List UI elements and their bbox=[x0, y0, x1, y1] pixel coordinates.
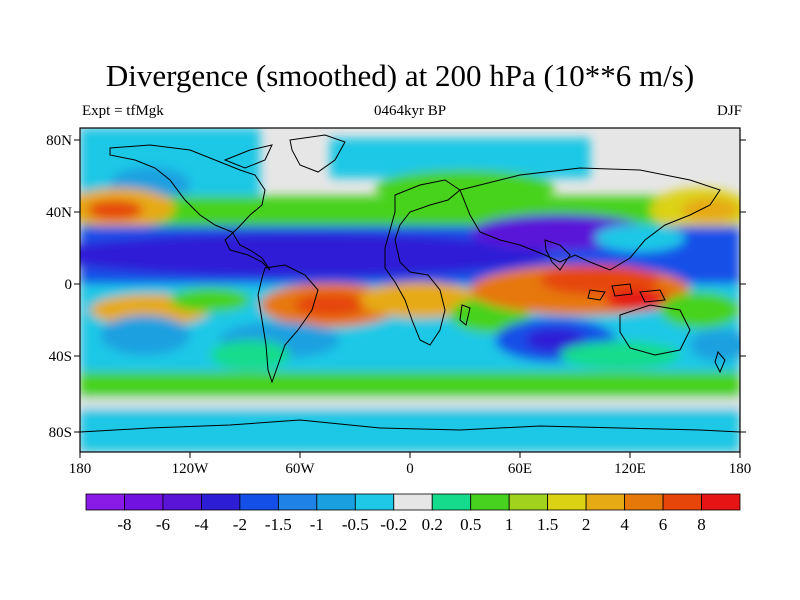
divergence-field bbox=[80, 128, 740, 452]
colorbar-label: 0.2 bbox=[422, 515, 443, 534]
colorbar: -8 -6 -4 -2 -1.5 -1 -0.5 -0.2 0.2 0.5 1 1.5 2 4 6 8 bbox=[85, 493, 741, 534]
colorbar-swatch bbox=[354, 493, 395, 511]
lon-label: 60W bbox=[285, 461, 315, 477]
lat-label: 80N bbox=[46, 133, 72, 149]
colorbar-label: -0.5 bbox=[342, 515, 369, 534]
lon-label: 120W bbox=[172, 461, 210, 477]
experiment-label: Expt = tfMgk bbox=[82, 103, 164, 119]
plot-title: Divergence (smoothed) at 200 hPa (10**6 … bbox=[105, 58, 695, 93]
time-label: 0464kyr BP bbox=[373, 103, 447, 119]
colorbar-label: -4 bbox=[194, 515, 209, 534]
lon-label: 120E bbox=[614, 461, 646, 477]
colorbar-swatch bbox=[239, 493, 279, 511]
colorbar-swatch bbox=[316, 493, 356, 511]
colorbar-label: 1.5 bbox=[537, 515, 558, 534]
lat-label: 80S bbox=[49, 425, 72, 441]
colorbar-swatch bbox=[624, 493, 664, 511]
colorbar-swatch bbox=[162, 493, 202, 511]
colorbar-swatch bbox=[124, 493, 164, 511]
colorbar-label: 2 bbox=[582, 515, 591, 534]
lon-label: 0 bbox=[406, 461, 414, 477]
colorbar-label: 8 bbox=[697, 515, 706, 534]
lon-label: 180 bbox=[69, 461, 92, 477]
season-label: DJF bbox=[716, 103, 742, 119]
lat-axis: 80N 40N 0 40S 80S bbox=[46, 133, 746, 441]
coastlines bbox=[80, 134, 740, 433]
lon-axis: 180 120W 60W 0 60E 120E 180 bbox=[69, 452, 752, 477]
colorbar-label: -1 bbox=[310, 515, 324, 534]
colorbar-swatch bbox=[431, 493, 472, 511]
colorbar-label: 0.5 bbox=[460, 515, 481, 534]
colorbar-swatch bbox=[277, 493, 318, 511]
lon-label: 60E bbox=[508, 461, 532, 477]
colorbar-swatch bbox=[701, 493, 741, 511]
colorbar-swatch bbox=[508, 493, 549, 511]
colorbar-swatch bbox=[470, 493, 510, 511]
colorbar-swatch bbox=[662, 493, 702, 511]
colorbar-label: -8 bbox=[117, 515, 131, 534]
colorbar-label: -2 bbox=[233, 515, 247, 534]
lat-label: 40S bbox=[49, 349, 72, 365]
colorbar-label: -6 bbox=[156, 515, 170, 534]
colorbar-label: 1 bbox=[505, 515, 514, 534]
colorbar-swatch bbox=[547, 493, 587, 511]
colorbar-swatch bbox=[585, 493, 625, 511]
lat-label: 40N bbox=[46, 205, 72, 221]
colorbar-label: 4 bbox=[620, 515, 629, 534]
colorbar-swatch bbox=[201, 493, 241, 511]
colorbar-swatch bbox=[85, 493, 125, 511]
lon-label: 180 bbox=[729, 461, 752, 477]
lat-label: 0 bbox=[65, 277, 73, 293]
colorbar-swatch bbox=[393, 493, 433, 511]
colorbar-label: -0.2 bbox=[380, 515, 407, 534]
colorbar-label: -1.5 bbox=[265, 515, 292, 534]
colorbar-label: 6 bbox=[659, 515, 668, 534]
